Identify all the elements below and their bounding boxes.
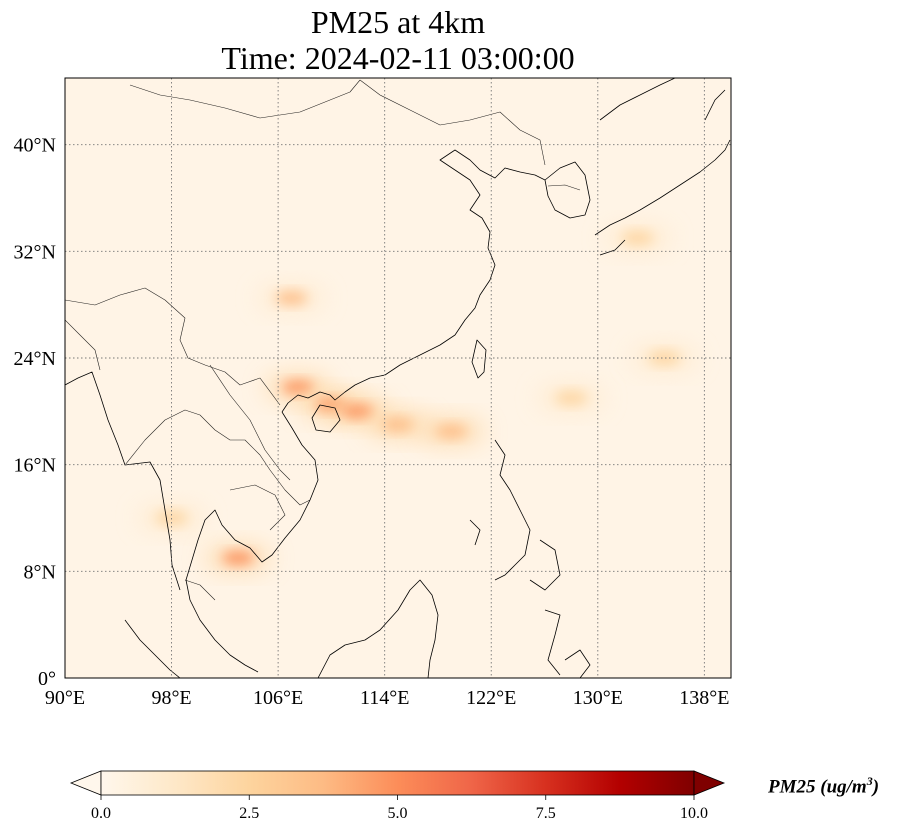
- longitude-tick-labels: 90°E 98°E 106°E 114°E 122°E 130°E 138°E: [45, 687, 730, 709]
- concentration-core-5: [435, 424, 468, 439]
- border-cambodia: [229, 484, 286, 531]
- colorbar-tick-label: 2.5: [239, 805, 259, 822]
- concentration-core-1: [282, 380, 315, 395]
- border-mongolia: [129, 79, 361, 119]
- hainan-coastline: [311, 404, 341, 433]
- lon-tick-label: 106°E: [253, 687, 303, 709]
- border-china-southwest: [65, 287, 281, 406]
- map-title: PM25 at 4km: [310, 4, 486, 40]
- lon-tick-label: 90°E: [45, 687, 85, 709]
- country-borders: [65, 79, 581, 601]
- lon-tick-label: 98°E: [151, 687, 191, 709]
- concentration-core-4: [382, 417, 414, 432]
- border-laos-vietnam: [209, 364, 291, 481]
- border-korea: [547, 184, 581, 191]
- border-myanmar-thailand: [124, 409, 311, 506]
- colorbar-label: PM25 (ug/m3): [768, 774, 879, 798]
- lat-tick-label: 8°N: [24, 561, 56, 583]
- concentration-core-0: [275, 291, 308, 305]
- indochina-coastline: [185, 411, 319, 673]
- lat-tick-label: 24°N: [14, 348, 56, 370]
- colorbar-label-sup: 3: [866, 774, 873, 788]
- colorbar-label-end: ): [872, 776, 880, 798]
- map-plot-area: [65, 78, 731, 678]
- lon-tick-label: 122°E: [466, 687, 516, 709]
- concentration-core-3: [342, 404, 375, 419]
- colorbar-tick-label: 5.0: [388, 805, 408, 822]
- colorbar-gradient: [100, 770, 695, 796]
- korea-coastline: [544, 161, 591, 219]
- lat-tick-label: 0°: [38, 668, 56, 690]
- map-timestamp: Time: 2024-02-11 03:00:00: [221, 40, 575, 76]
- lat-tick-label: 32°N: [14, 241, 56, 263]
- map-frame: [64, 77, 732, 679]
- borneo-coastline: [317, 579, 439, 678]
- lat-tick-label: 40°N: [14, 135, 56, 157]
- colorbar-tick-label: 7.5: [536, 805, 556, 822]
- taiwan-coastline: [471, 339, 487, 379]
- concentration-core-7: [648, 351, 681, 365]
- colorbar-lower-extension: [69, 770, 102, 796]
- colorbar: 0.0 2.5 5.0 7.5 10.0: [69, 770, 726, 822]
- border-china-russia: [359, 79, 546, 166]
- concentration-core-8: [222, 551, 255, 565]
- sumatra-coastline: [124, 619, 181, 678]
- new-guinea-coastline: [564, 649, 591, 678]
- lat-tick-label: 16°N: [14, 455, 56, 477]
- colorbar-ticks: 0.0 2.5 5.0 7.5 10.0: [91, 795, 708, 822]
- border-himalaya: [65, 319, 101, 371]
- concentration-field: [137, 224, 699, 572]
- latitude-tick-labels: 0° 8°N 16°N 24°N 32°N 40°N: [14, 135, 56, 690]
- china-coastline: [281, 149, 546, 413]
- concentration-core-10: [621, 231, 654, 245]
- japan-coastline: [594, 89, 731, 256]
- lon-tick-label: 130°E: [573, 687, 623, 709]
- colorbar-label-main: PM25 (ug/m: [768, 776, 867, 798]
- border-thailand-malaysia: [184, 579, 216, 601]
- sulawesi-coastline: [544, 609, 561, 676]
- lon-tick-label: 138°E: [679, 687, 729, 709]
- russia-coastline: [599, 78, 676, 121]
- colorbar-upper-extension: [693, 770, 726, 796]
- lon-tick-label: 114°E: [360, 687, 409, 709]
- coastlines: [65, 78, 731, 678]
- colorbar-tick-label: 0.0: [91, 805, 111, 822]
- concentration-core-6: [555, 391, 588, 405]
- gridlines: [64, 78, 731, 679]
- colorbar-tick-label: 10.0: [680, 805, 708, 822]
- map-background: [65, 78, 731, 678]
